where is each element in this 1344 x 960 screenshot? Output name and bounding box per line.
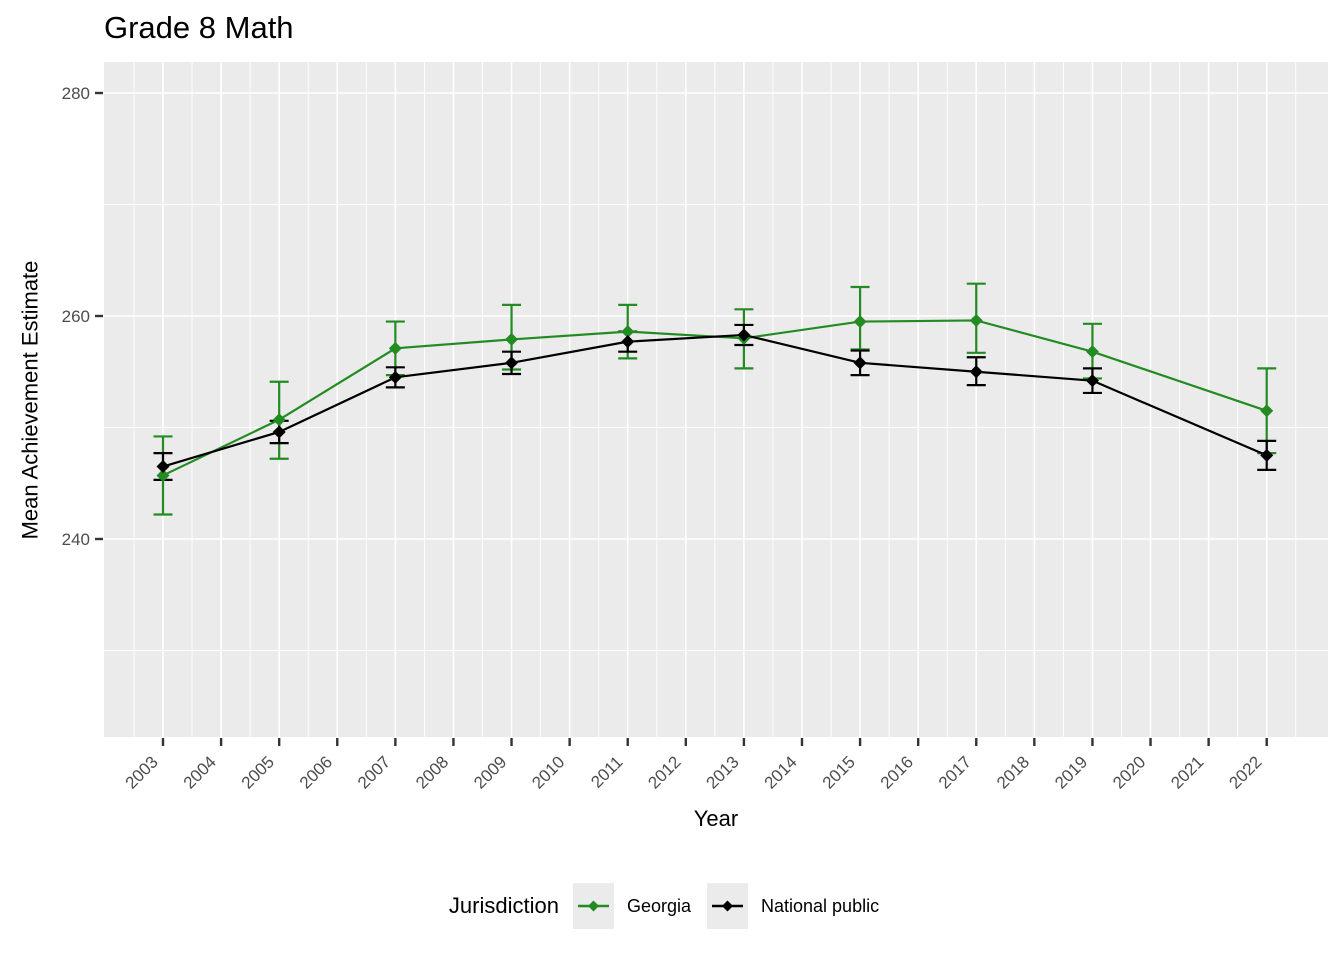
svg-text:2012: 2012 [644,752,684,792]
svg-text:2020: 2020 [1109,752,1149,792]
chart-canvas: 240 260 280 2003 2004 2005 2006 2007 2008 2009 201… [62,62,1328,793]
series-points-georgia [156,313,1274,482]
data-point [621,325,635,339]
data-point [388,370,402,384]
legend-title: Jurisdiction [448,893,559,918]
svg-text:2015: 2015 [819,752,859,792]
svg-text:2011: 2011 [587,752,626,791]
data-point [505,356,519,370]
major-gridlines [104,62,1328,737]
plot-title: Grade 8 Math [104,10,294,45]
legend: Jurisdiction Georgia National public [0,878,1344,934]
data-point [272,413,286,427]
svg-text:2019: 2019 [1051,752,1091,792]
series-points-national-public [156,328,1274,474]
x-axis-title: Year [693,806,739,831]
data-point [505,332,519,346]
data-point [969,365,983,379]
svg-text:2018: 2018 [993,752,1033,792]
svg-text:2003: 2003 [122,752,162,792]
svg-text:2017: 2017 [935,752,975,792]
svg-text:2007: 2007 [354,752,394,792]
legend-label-georgia: Georgia [626,895,691,916]
svg-text:2022: 2022 [1225,752,1265,792]
data-point [388,341,402,355]
svg-text:2010: 2010 [528,752,568,792]
svg-text:2006: 2006 [296,752,336,792]
data-point [1260,448,1274,462]
svg-text:280: 280 [62,84,90,103]
data-point [1085,345,1099,359]
data-point [621,335,635,349]
svg-text:2005: 2005 [238,752,278,792]
axis-ticks [95,91,1268,746]
svg-text:2013: 2013 [703,752,743,792]
svg-text:2014: 2014 [761,752,801,792]
plot-panel [104,62,1328,737]
legend-label-national-public: National public [761,895,880,916]
data-point [156,460,170,474]
data-point [156,468,170,482]
data-point [1085,374,1099,388]
data-point [969,313,983,327]
svg-text:240: 240 [62,530,90,549]
data-point [272,425,286,439]
legend-key-national-public [707,883,748,929]
svg-text:2016: 2016 [877,752,917,792]
svg-text:260: 260 [62,307,90,326]
data-point [853,356,867,370]
svg-text:2008: 2008 [412,752,452,792]
minor-gridlines [104,62,1328,737]
svg-text:2009: 2009 [470,752,510,792]
legend-key-georgia [572,883,614,929]
svg-text:2004: 2004 [180,752,220,792]
legend-entries: Georgia National public [572,883,895,929]
svg-text:2021: 2021 [1167,752,1207,792]
series-line-national-public [162,333,1268,468]
series-line-georgia [162,319,1268,477]
data-point [853,315,867,329]
data-point [737,328,751,342]
data-point [1260,404,1274,418]
